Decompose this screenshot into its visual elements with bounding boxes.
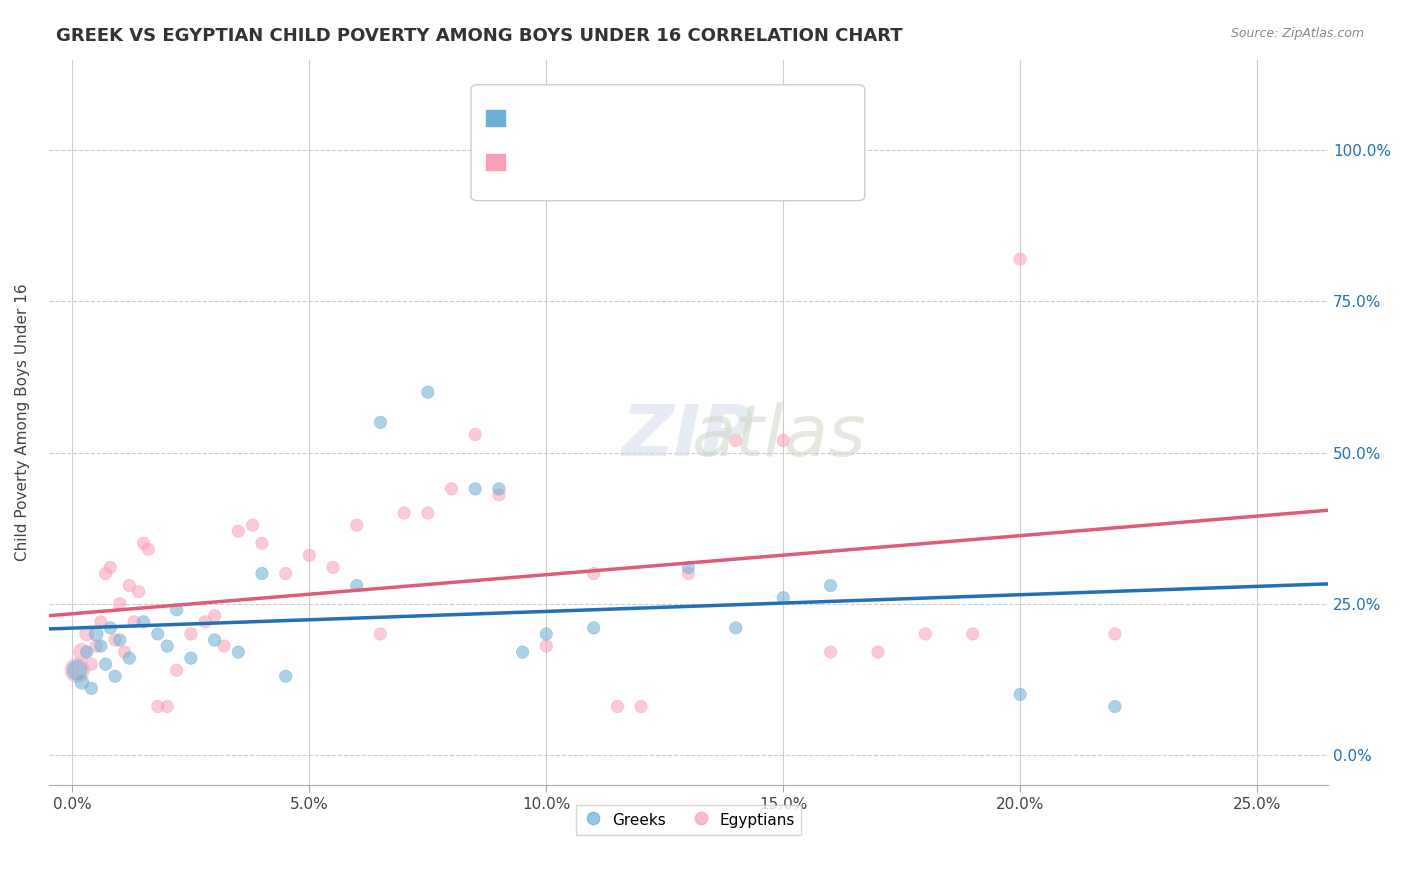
Point — [582, 566, 605, 581]
Point — [90, 615, 112, 629]
Point — [392, 506, 415, 520]
Text: ZIP: ZIP — [623, 402, 755, 471]
Point — [90, 639, 112, 653]
Point — [772, 434, 794, 448]
Point — [274, 566, 297, 581]
Point — [212, 639, 235, 653]
Point — [70, 645, 93, 659]
Point — [122, 615, 145, 629]
Point — [84, 627, 107, 641]
Point — [108, 632, 131, 647]
Point — [536, 627, 558, 641]
Point — [114, 645, 136, 659]
Point — [94, 566, 117, 581]
Point — [132, 615, 155, 629]
Point — [104, 632, 127, 647]
Point — [464, 482, 486, 496]
Point — [914, 627, 936, 641]
Point — [104, 669, 127, 683]
Point — [226, 645, 249, 659]
Point — [108, 597, 131, 611]
Point — [606, 699, 628, 714]
Point — [180, 627, 202, 641]
Point — [370, 627, 392, 641]
Point — [512, 645, 534, 659]
Point — [1010, 687, 1032, 701]
Point — [346, 518, 368, 533]
Point — [98, 621, 121, 635]
Point — [488, 482, 510, 496]
Point — [250, 536, 273, 550]
Point — [146, 699, 169, 714]
Point — [678, 560, 700, 574]
Point — [724, 434, 747, 448]
Text: R = 0.342: R = 0.342 — [513, 112, 589, 127]
Point — [772, 591, 794, 605]
Point — [242, 518, 264, 533]
Point — [118, 578, 141, 592]
Point — [536, 639, 558, 653]
Text: GREEK VS EGYPTIAN CHILD POVERTY AMONG BOYS UNDER 16 CORRELATION CHART: GREEK VS EGYPTIAN CHILD POVERTY AMONG BO… — [56, 27, 903, 45]
Point — [1104, 627, 1126, 641]
Point — [440, 482, 463, 496]
Point — [464, 427, 486, 442]
Point — [80, 681, 103, 696]
Point — [678, 566, 700, 581]
Point — [166, 663, 188, 677]
Point — [1104, 699, 1126, 714]
Text: Source: ZipAtlas.com: Source: ZipAtlas.com — [1230, 27, 1364, 40]
Point — [416, 385, 439, 400]
Y-axis label: Child Poverty Among Boys Under 16: Child Poverty Among Boys Under 16 — [15, 284, 30, 561]
Point — [226, 524, 249, 538]
Legend: Greeks, Egyptians: Greeks, Egyptians — [575, 805, 801, 836]
Point — [156, 639, 179, 653]
Point — [724, 621, 747, 635]
Point — [630, 699, 652, 714]
Point — [80, 657, 103, 672]
Point — [194, 615, 217, 629]
Point — [298, 549, 321, 563]
Point — [146, 627, 169, 641]
Point — [70, 675, 93, 690]
Point — [76, 645, 98, 659]
Point — [136, 542, 159, 557]
Point — [94, 657, 117, 672]
Text: N = 49: N = 49 — [647, 156, 704, 171]
Point — [128, 584, 150, 599]
Point — [488, 488, 510, 502]
Point — [274, 669, 297, 683]
Point — [1010, 252, 1032, 266]
Point — [180, 651, 202, 665]
Point — [132, 536, 155, 550]
Point — [820, 578, 842, 592]
Point — [204, 632, 226, 647]
Point — [98, 560, 121, 574]
Point — [118, 651, 141, 665]
Point — [866, 645, 889, 659]
Point — [250, 566, 273, 581]
Point — [346, 578, 368, 592]
Point — [76, 627, 98, 641]
Point — [166, 603, 188, 617]
Point — [582, 621, 605, 635]
Text: atlas: atlas — [690, 402, 865, 471]
Text: N = 34: N = 34 — [647, 112, 704, 127]
Point — [370, 415, 392, 429]
Point — [962, 627, 984, 641]
Text: R = 0.724: R = 0.724 — [513, 156, 589, 171]
Point — [416, 506, 439, 520]
Point — [66, 663, 89, 677]
Point — [84, 639, 107, 653]
Point — [204, 608, 226, 623]
Point — [322, 560, 344, 574]
Point — [820, 645, 842, 659]
Point — [66, 663, 89, 677]
Point — [156, 699, 179, 714]
